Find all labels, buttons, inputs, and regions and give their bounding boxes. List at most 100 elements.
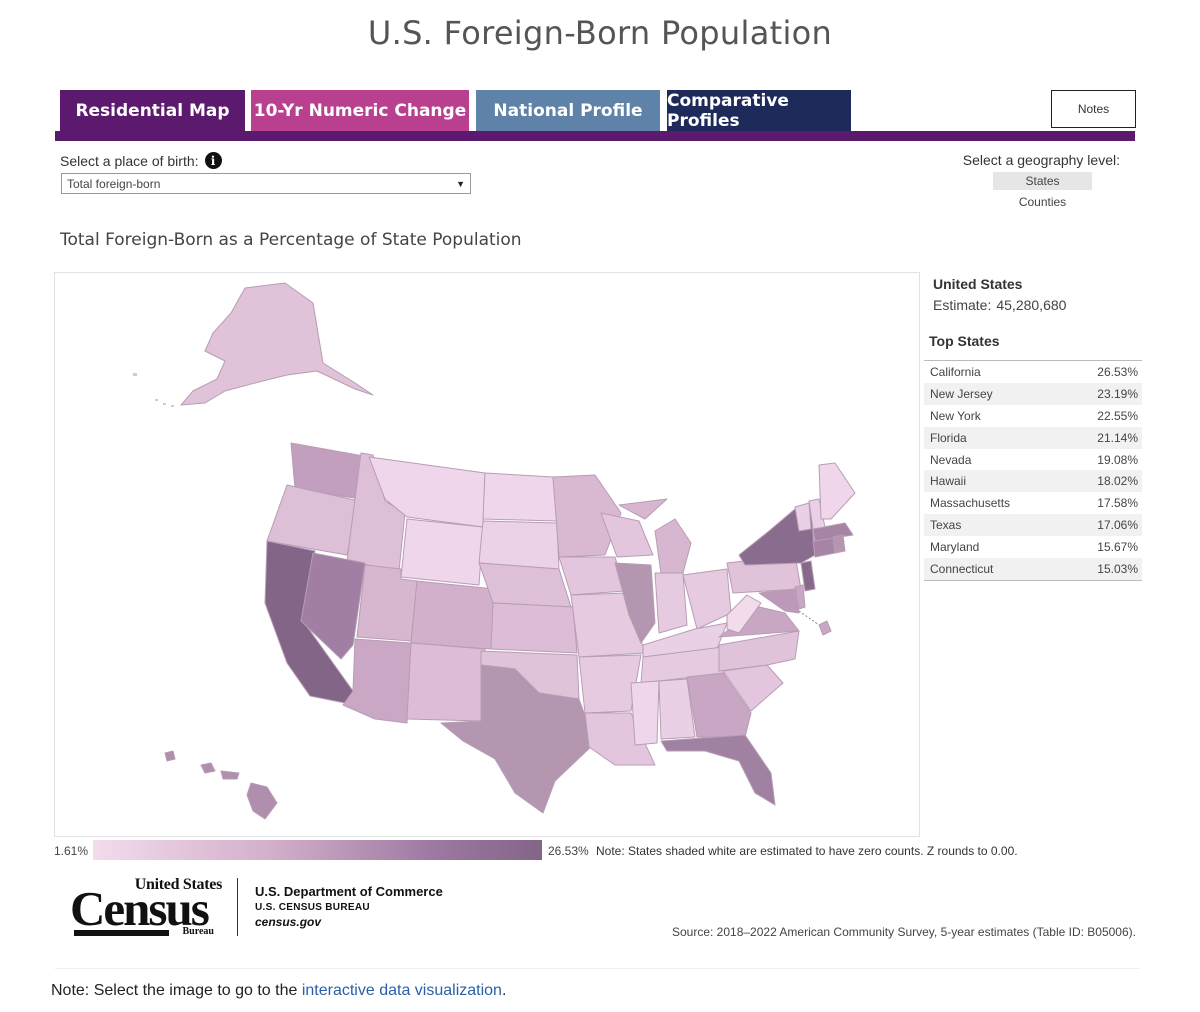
footer-note: Note: Select the image to go to the inte…	[51, 982, 506, 1000]
table-row[interactable]: Florida 21.14%	[924, 426, 1142, 449]
state-vermont[interactable]	[794, 502, 812, 532]
row-state: Connecticut	[930, 561, 994, 576]
table-row[interactable]: Texas 17.06%	[924, 514, 1142, 537]
info-icon[interactable]: i	[204, 152, 222, 169]
interactive-visualization-link[interactable]: interactive data visualization	[301, 982, 502, 999]
census-logo[interactable]: United States Census Bureau	[70, 876, 228, 940]
row-pct: 18.02%	[1097, 474, 1138, 489]
state-illinois[interactable]	[614, 562, 656, 644]
state-arizona[interactable]	[342, 638, 412, 724]
logo-main-text: Census	[70, 881, 210, 936]
logo-divider	[237, 878, 238, 936]
state-nebraska[interactable]	[478, 562, 572, 608]
footer-prefix: Note: Select the image to go to the	[51, 982, 302, 999]
row-pct: 21.14%	[1097, 430, 1138, 445]
page-title: U.S. Foreign-Born Population	[367, 14, 833, 52]
state-alabama[interactable]	[658, 678, 696, 740]
state-new-mexico[interactable]	[406, 642, 486, 722]
table-row[interactable]: New Jersey 23.19%	[924, 382, 1142, 405]
summary-name: United States	[933, 276, 1023, 292]
state-district-of-columbia[interactable]	[818, 620, 832, 636]
state-oregon[interactable]	[266, 484, 360, 556]
row-state: Nevada	[930, 452, 972, 467]
table-row[interactable]: Massachusetts 17.58%	[924, 492, 1142, 514]
chevron-down-icon: ▼	[456, 178, 465, 189]
divider	[55, 968, 1140, 969]
tab-bar-underline	[55, 131, 1135, 141]
state-hawaii[interactable]	[164, 750, 278, 820]
state-south-dakota[interactable]	[478, 520, 560, 570]
top-states-table: California 26.53% New Jersey 23.19% New Yo…	[924, 360, 1142, 581]
census-site-link[interactable]: census.gov	[255, 915, 322, 929]
tab-residential-map[interactable]: Residential Map	[60, 90, 245, 132]
state-west-virginia[interactable]	[726, 594, 762, 634]
state-mississippi[interactable]	[630, 680, 660, 746]
state-louisiana[interactable]	[584, 712, 656, 766]
table-row[interactable]: Maryland 15.67%	[924, 536, 1142, 558]
tab-comparative-profiles[interactable]: Comparative Profiles	[667, 90, 851, 132]
state-north-carolina[interactable]	[718, 630, 800, 672]
state-maryland[interactable]	[758, 588, 800, 614]
row-pct: 17.58%	[1097, 496, 1138, 511]
summary-estimate-label: Estimate:	[933, 297, 992, 313]
state-rhode-island[interactable]	[832, 534, 846, 554]
row-state: New York	[930, 408, 981, 423]
state-florida[interactable]	[660, 734, 776, 806]
geography-option-counties[interactable]: Counties	[1018, 195, 1067, 209]
state-colorado[interactable]	[410, 580, 496, 650]
map-title: Total Foreign-Born as a Percentage of St…	[60, 230, 522, 250]
table-row[interactable]: California 26.53%	[924, 361, 1142, 383]
map-svg	[133, 282, 856, 820]
state-kansas[interactable]	[490, 602, 578, 654]
table-row[interactable]: Hawaii 18.02%	[924, 470, 1142, 493]
state-wyoming[interactable]	[400, 518, 484, 586]
state-alaska[interactable]	[180, 282, 374, 406]
bureau-name: U.S. CENSUS BUREAU	[255, 902, 370, 913]
tab-10yr-numeric-change[interactable]: 10-Yr Numeric Change	[251, 90, 469, 132]
row-state: New Jersey	[930, 386, 993, 401]
footer-suffix: .	[501, 982, 507, 999]
row-pct: 23.19%	[1097, 386, 1138, 401]
summary-estimate-value: 45,280,680	[996, 297, 1067, 313]
state-new-jersey[interactable]	[800, 560, 816, 592]
state-michigan[interactable]	[618, 498, 692, 574]
state-new-york[interactable]	[738, 508, 816, 566]
geography-option-states[interactable]: States	[993, 172, 1092, 190]
state-montana[interactable]	[368, 456, 486, 528]
state-wisconsin[interactable]	[600, 512, 654, 558]
notes-button[interactable]: Notes	[1051, 90, 1136, 128]
alaska-islands	[133, 373, 174, 407]
state-arkansas[interactable]	[578, 654, 642, 714]
state-ohio[interactable]	[682, 568, 732, 630]
place-of-birth-value: Total foreign-born	[67, 176, 161, 191]
state-maine[interactable]	[818, 462, 856, 520]
logo-top-text: United States	[134, 876, 223, 893]
department-name: U.S. Department of Commerce	[255, 884, 443, 899]
row-pct: 22.55%	[1097, 408, 1138, 423]
place-of-birth-label-text: Select a place of birth:	[60, 152, 199, 169]
row-pct: 26.53%	[1097, 364, 1138, 379]
row-state: Maryland	[930, 540, 980, 555]
state-new-hampshire[interactable]	[808, 498, 826, 530]
place-of-birth-select[interactable]: Total foreign-born ▼	[61, 173, 471, 194]
legend-max-label: 26.53%	[548, 844, 589, 858]
table-row[interactable]: Connecticut 15.03%	[924, 558, 1142, 580]
table-row[interactable]: New York 22.55%	[924, 405, 1142, 427]
tab-national-profile[interactable]: National Profile	[476, 90, 660, 132]
state-georgia[interactable]	[686, 672, 752, 738]
row-state: Massachusetts	[930, 496, 1011, 511]
us-choropleth-map[interactable]	[54, 272, 920, 837]
row-state: Texas	[930, 518, 962, 533]
logo-rule	[74, 930, 169, 936]
source-note: Source: 2018–2022 American Community Sur…	[671, 925, 1136, 939]
row-state: California	[930, 364, 981, 379]
state-delaware[interactable]	[794, 584, 806, 610]
state-north-dakota[interactable]	[482, 472, 558, 522]
state-texas[interactable]	[440, 664, 596, 814]
legend-color-bar	[93, 840, 542, 860]
table-row[interactable]: Nevada 19.08%	[924, 449, 1142, 471]
state-indiana[interactable]	[654, 572, 688, 634]
legend-note: Note: States shaded white are estimated …	[596, 844, 1018, 858]
state-nevada[interactable]	[300, 552, 366, 660]
row-state: Hawaii	[930, 474, 967, 489]
